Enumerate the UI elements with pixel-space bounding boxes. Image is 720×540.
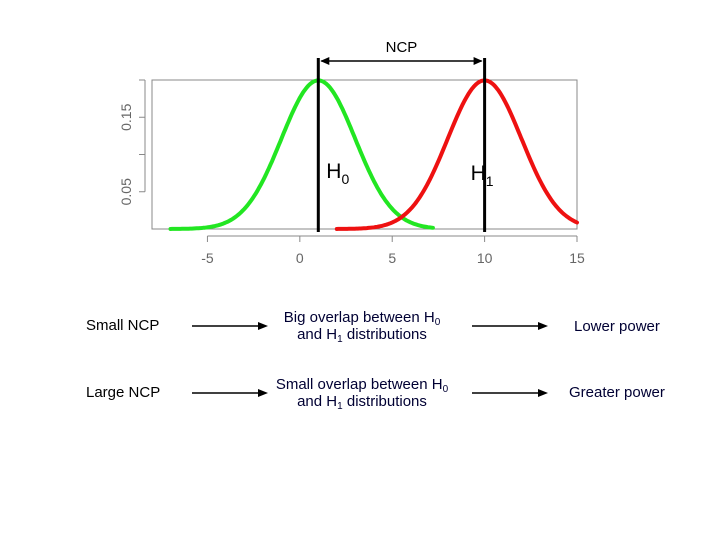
h0-curve: [168, 78, 435, 231]
arrow-head-right: [473, 57, 483, 65]
x-tick-label: 15: [569, 250, 585, 266]
comparison-row-small: Small NCP Big overlap between H0 and H1 …: [0, 305, 720, 365]
h1-curve: [334, 78, 579, 231]
row-result: Greater power: [569, 384, 665, 401]
x-tick-label: 10: [477, 250, 493, 266]
description-line-2: and H1 distributions: [297, 393, 427, 412]
hypothesis-labels: H0 H1: [326, 160, 493, 189]
y-tick-label: 0.05: [118, 178, 134, 205]
row-description: Big overlap between H0 and H1 distributi…: [262, 309, 462, 345]
description-line-2: and H1 distributions: [297, 326, 427, 345]
description-line-1: Small overlap between H0: [275, 376, 449, 395]
power-chart: -5 0 5 10 15 0.05 0.15 NCP H0 H1: [118, 39, 585, 266]
ncp-annotation: NCP: [320, 39, 483, 65]
reference-lines: [316, 58, 487, 232]
y-axis: 0.05 0.15: [118, 79, 146, 205]
row-result: Lower power: [574, 318, 660, 335]
h1-label: H1: [471, 162, 494, 189]
row-label: Small NCP: [86, 317, 160, 334]
row-description: Small overlap between H0 and H1 distribu…: [262, 376, 462, 412]
comparison-row-large: Large NCP Small overlap between H0 and H…: [0, 372, 720, 432]
arrow-icon: [192, 322, 268, 330]
row-label: Large NCP: [86, 384, 161, 401]
arrow-icon: [472, 322, 548, 330]
x-tick-label: 5: [388, 250, 396, 266]
arrow-icon: [472, 389, 548, 397]
x-tick-label: -5: [201, 250, 214, 266]
density-curves: [168, 78, 579, 231]
plot-border: [151, 79, 578, 230]
x-axis: -5 0 5 10 15: [201, 235, 585, 266]
arrow-icon: [192, 389, 268, 397]
ncp-label: NCP: [386, 39, 418, 56]
description-line-1: Big overlap between H0: [283, 309, 441, 328]
h0-label: H0: [326, 160, 349, 187]
plot-frame: [151, 79, 578, 230]
y-tick-label: 0.15: [118, 103, 134, 130]
arrow-head-left: [320, 57, 330, 65]
x-tick-label: 0: [296, 250, 304, 266]
